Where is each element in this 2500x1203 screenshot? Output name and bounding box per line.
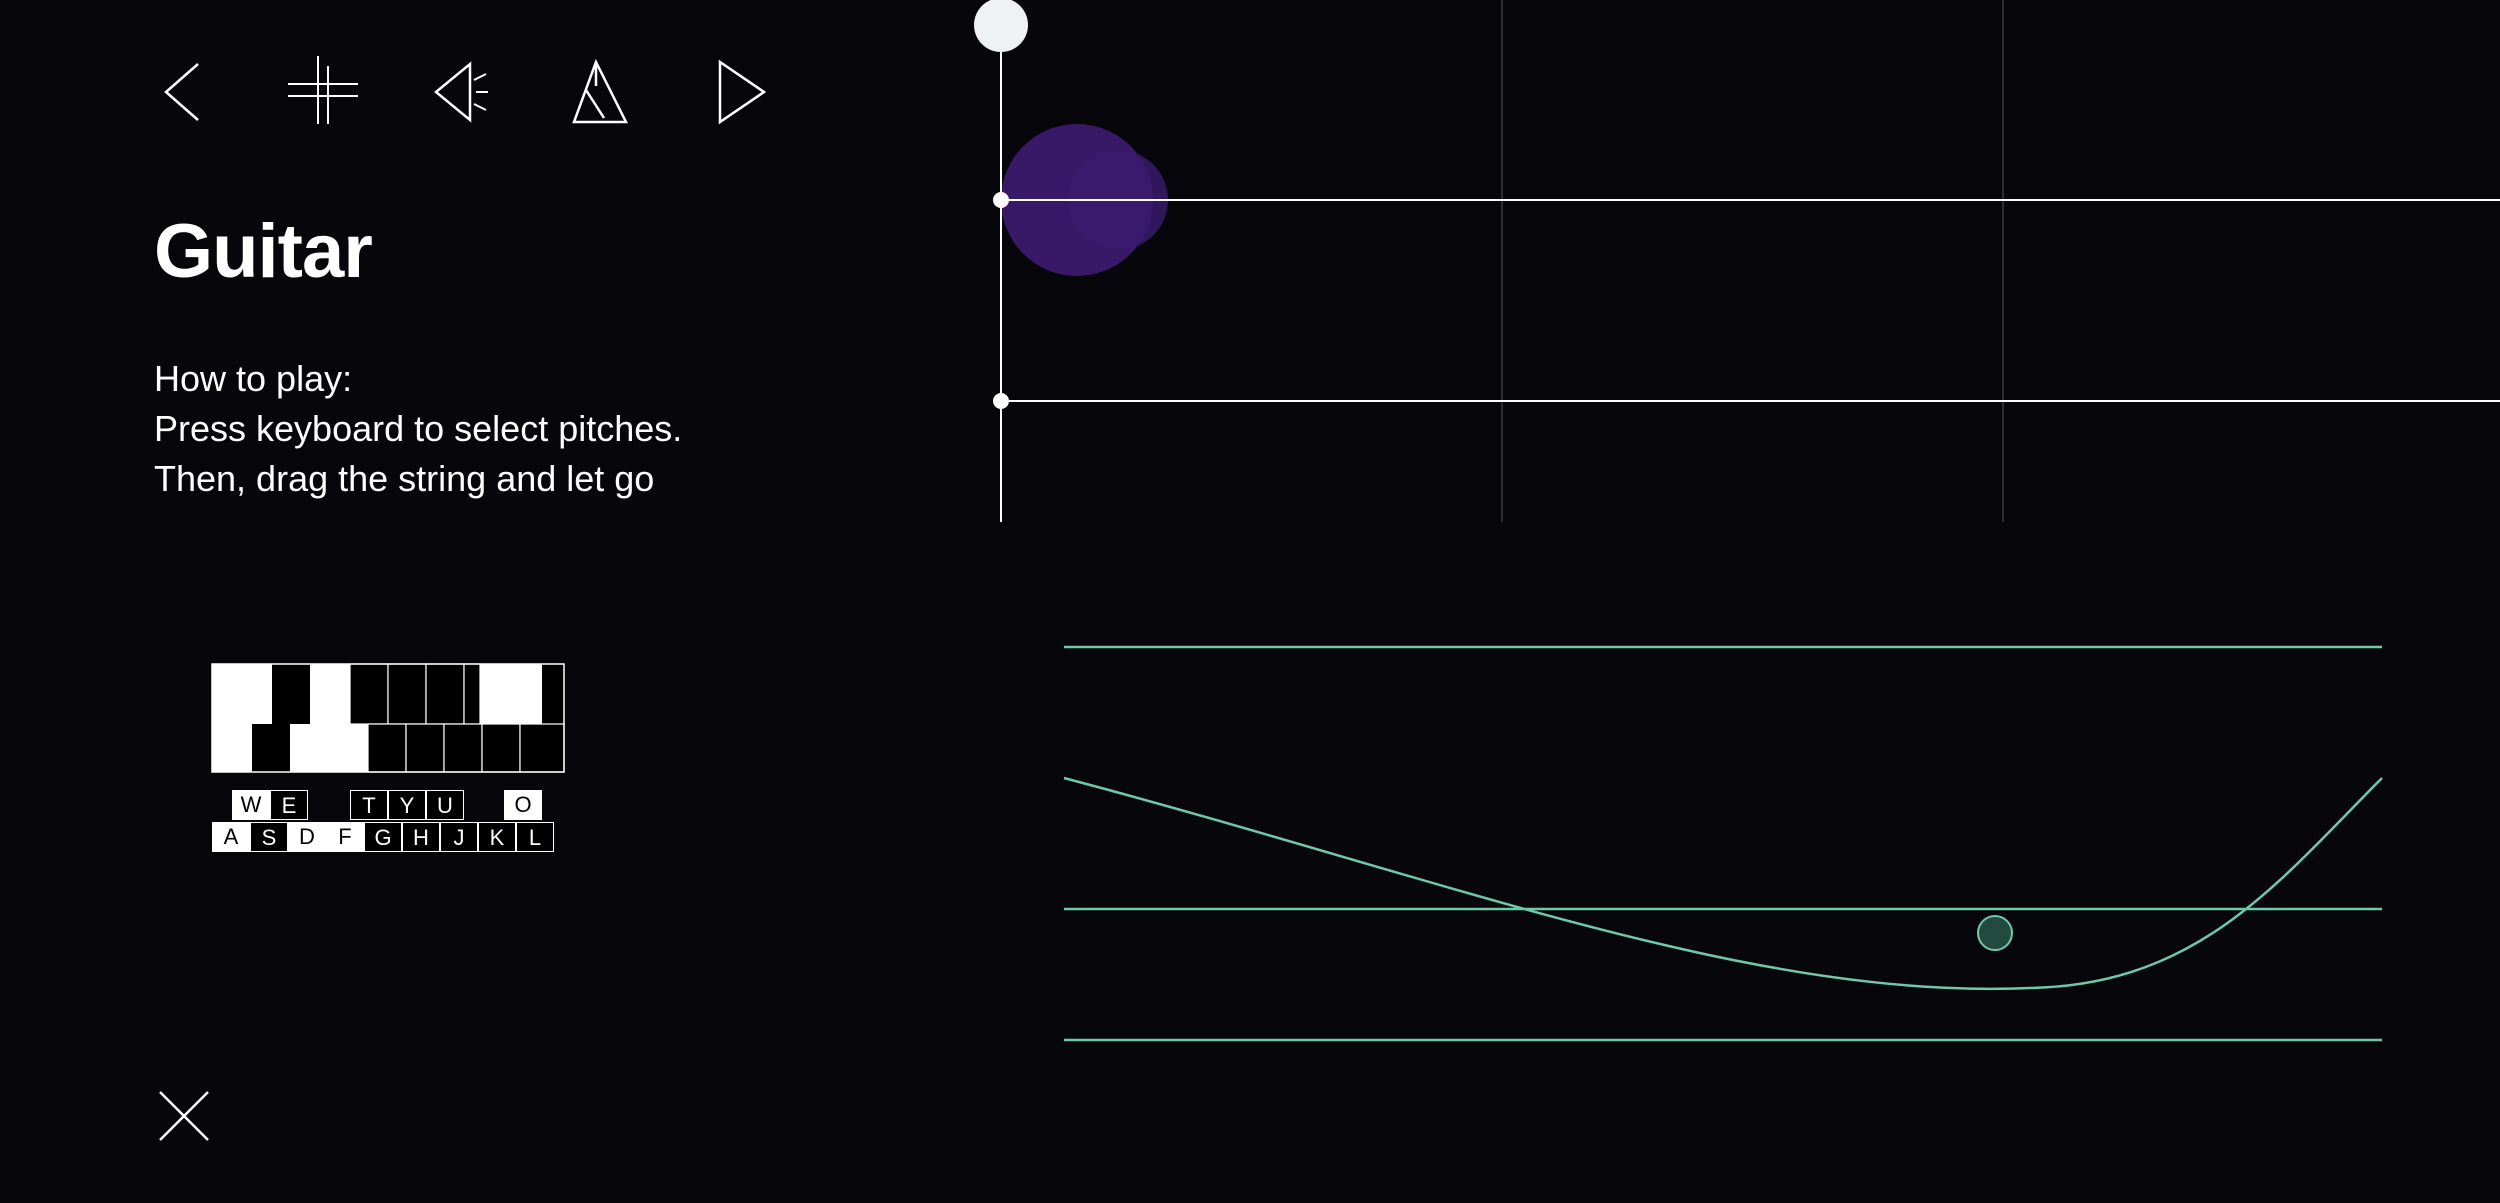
close-button[interactable] (154, 1086, 214, 1146)
chevron-left-icon (164, 63, 199, 121)
key-o[interactable]: O (504, 790, 542, 820)
key-y[interactable]: Y (388, 790, 426, 820)
key-u[interactable]: U (426, 790, 464, 820)
keyboard-diagram (211, 663, 565, 773)
keyboard-border (211, 663, 565, 773)
metronome-icon (572, 58, 629, 124)
key-d[interactable]: D (288, 822, 326, 852)
key-block (387, 663, 427, 725)
back-button[interactable] (143, 56, 223, 128)
key-g[interactable]: G (364, 822, 402, 852)
key-f[interactable]: F (326, 822, 364, 852)
instructions-line-2: Then, drag the string and let go (154, 458, 655, 499)
page-title: Guitar (154, 209, 373, 294)
string-anchor[interactable] (993, 192, 1009, 208)
key-block (519, 723, 565, 773)
wave-marker[interactable] (1977, 915, 2013, 951)
key-block (463, 663, 481, 725)
play-icon (718, 59, 767, 125)
next-button[interactable] (702, 56, 782, 128)
string-anchor[interactable] (993, 393, 1009, 409)
key-block (542, 664, 564, 724)
key-w[interactable]: W (232, 790, 270, 820)
key-j[interactable]: J (440, 822, 478, 852)
waveform-visualizer (1063, 645, 2383, 1042)
key-block (481, 723, 521, 773)
fretboard-button[interactable] (283, 56, 363, 128)
key-s[interactable]: S (250, 822, 288, 852)
key-block (367, 723, 407, 773)
drag-handle[interactable] (974, 0, 1028, 52)
instructions-heading: How to play: (154, 358, 353, 399)
key-block (272, 664, 310, 724)
key-k[interactable]: K (478, 822, 516, 852)
key-a[interactable]: A (212, 822, 250, 852)
key-block (349, 663, 389, 725)
hashtag-icon (288, 56, 358, 124)
instructions-line-1: Press keyboard to select pitches. (154, 408, 683, 449)
key-t[interactable]: T (350, 790, 388, 820)
sound-button[interactable] (422, 56, 502, 128)
key-e[interactable]: E (270, 790, 308, 820)
wave-curve (1063, 776, 2383, 990)
metronome-button[interactable] (560, 56, 640, 128)
speaker-icon (434, 61, 488, 123)
keyboard-map: W E T Y U O A S D F G H J K L (200, 650, 580, 870)
key-block (425, 663, 465, 725)
close-icon (159, 1091, 209, 1141)
key-h[interactable]: H (402, 822, 440, 852)
string-area (974, 0, 2500, 522)
key-l[interactable]: L (516, 822, 554, 852)
key-block (443, 723, 483, 773)
key-block (405, 723, 445, 773)
key-block (252, 724, 290, 772)
instructions: How to play: Press keyboard to select pi… (154, 354, 682, 504)
